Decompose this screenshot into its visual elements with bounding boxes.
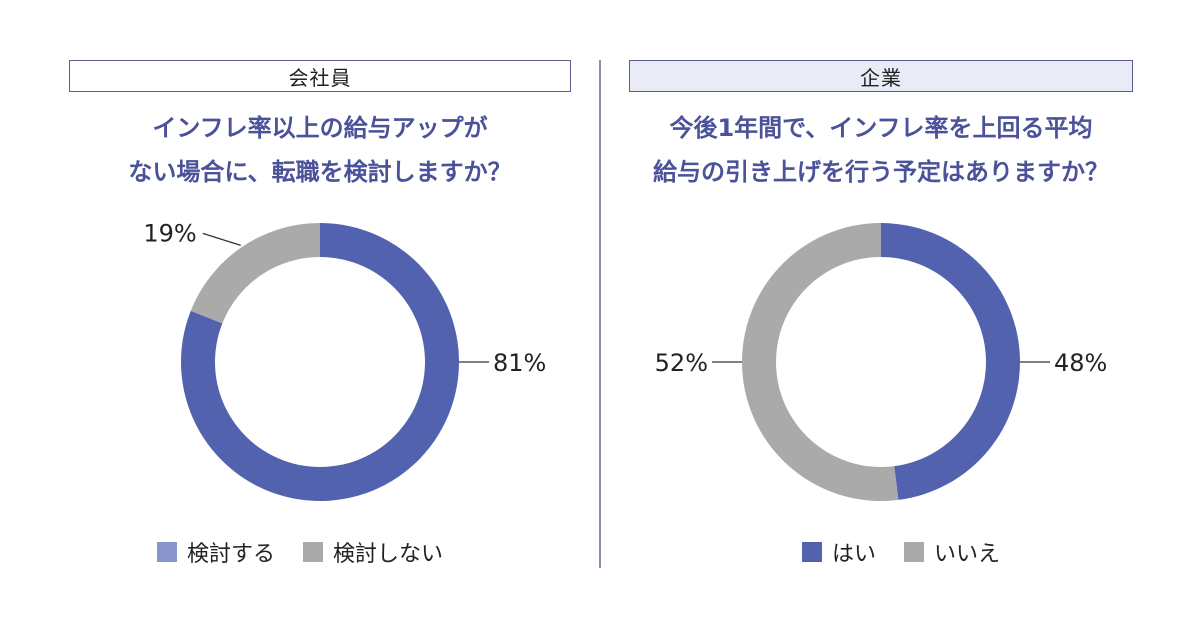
legend-label-yes: はい <box>831 542 876 567</box>
employee-legend: 検討する 検討しない <box>0 536 600 568</box>
legend-label-not-consider: 検討しない <box>333 542 444 567</box>
company-legend: はい いいえ <box>601 536 1201 568</box>
legend-label-no: いいえ <box>934 542 1001 567</box>
company-question-line-1: 今後1年間で、インフレ率を上回る平均 <box>669 114 1093 142</box>
data-label-0-1: 19% <box>143 219 196 247</box>
company-tag: 企業 <box>629 60 1133 92</box>
company-donut-chart: 48% 52% <box>655 223 1107 501</box>
employee-question-line-1: インフレ率以上の給与アップが <box>152 114 488 142</box>
employee-donut-chart: 81% 19% <box>143 219 546 502</box>
legend-item-consider: 検討する <box>156 536 275 568</box>
data-label-1-0: 48% <box>1054 349 1107 377</box>
leader-line-0-1 <box>202 232 241 246</box>
legend-item-no: いいえ <box>904 536 1000 568</box>
employee-panel: 会社員 インフレ率以上の給与アップが ない場合に、転職を検討しますか？ 81% 1… <box>0 0 600 628</box>
employee-question-line-2: ない場合に、転職を検討しますか？ <box>128 158 512 186</box>
legend-swatch-yes <box>801 542 822 562</box>
data-label-1-1: 52% <box>655 349 708 377</box>
panel-divider <box>599 60 601 568</box>
legend-label-consider: 検討する <box>186 542 275 567</box>
company-question-line-2: 給与の引き上げを行う予定はありますか？ <box>653 158 1109 186</box>
legend-item-not-consider: 検討しない <box>303 536 443 568</box>
legend-swatch-no <box>904 542 924 562</box>
company-question: 今後1年間で、インフレ率を上回る平均 給与の引き上げを行う予定はありますか？ <box>581 106 1181 194</box>
data-label-0-0: 81% <box>493 349 546 377</box>
legend-swatch-not-consider <box>303 542 323 562</box>
employee-tag: 会社員 <box>69 60 571 92</box>
donut-slice-0-1 <box>190 223 320 324</box>
legend-swatch-consider <box>156 542 177 562</box>
employee-question: インフレ率以上の給与アップが ない場合に、転職を検討しますか？ <box>20 106 620 194</box>
legend-item-yes: はい <box>801 536 876 568</box>
company-panel: 企業 今後1年間で、インフレ率を上回る平均 給与の引き上げを行う予定はありますか… <box>601 0 1201 628</box>
donut-slice-1-0 <box>881 223 1020 500</box>
donut-slice-1-1 <box>742 223 899 501</box>
